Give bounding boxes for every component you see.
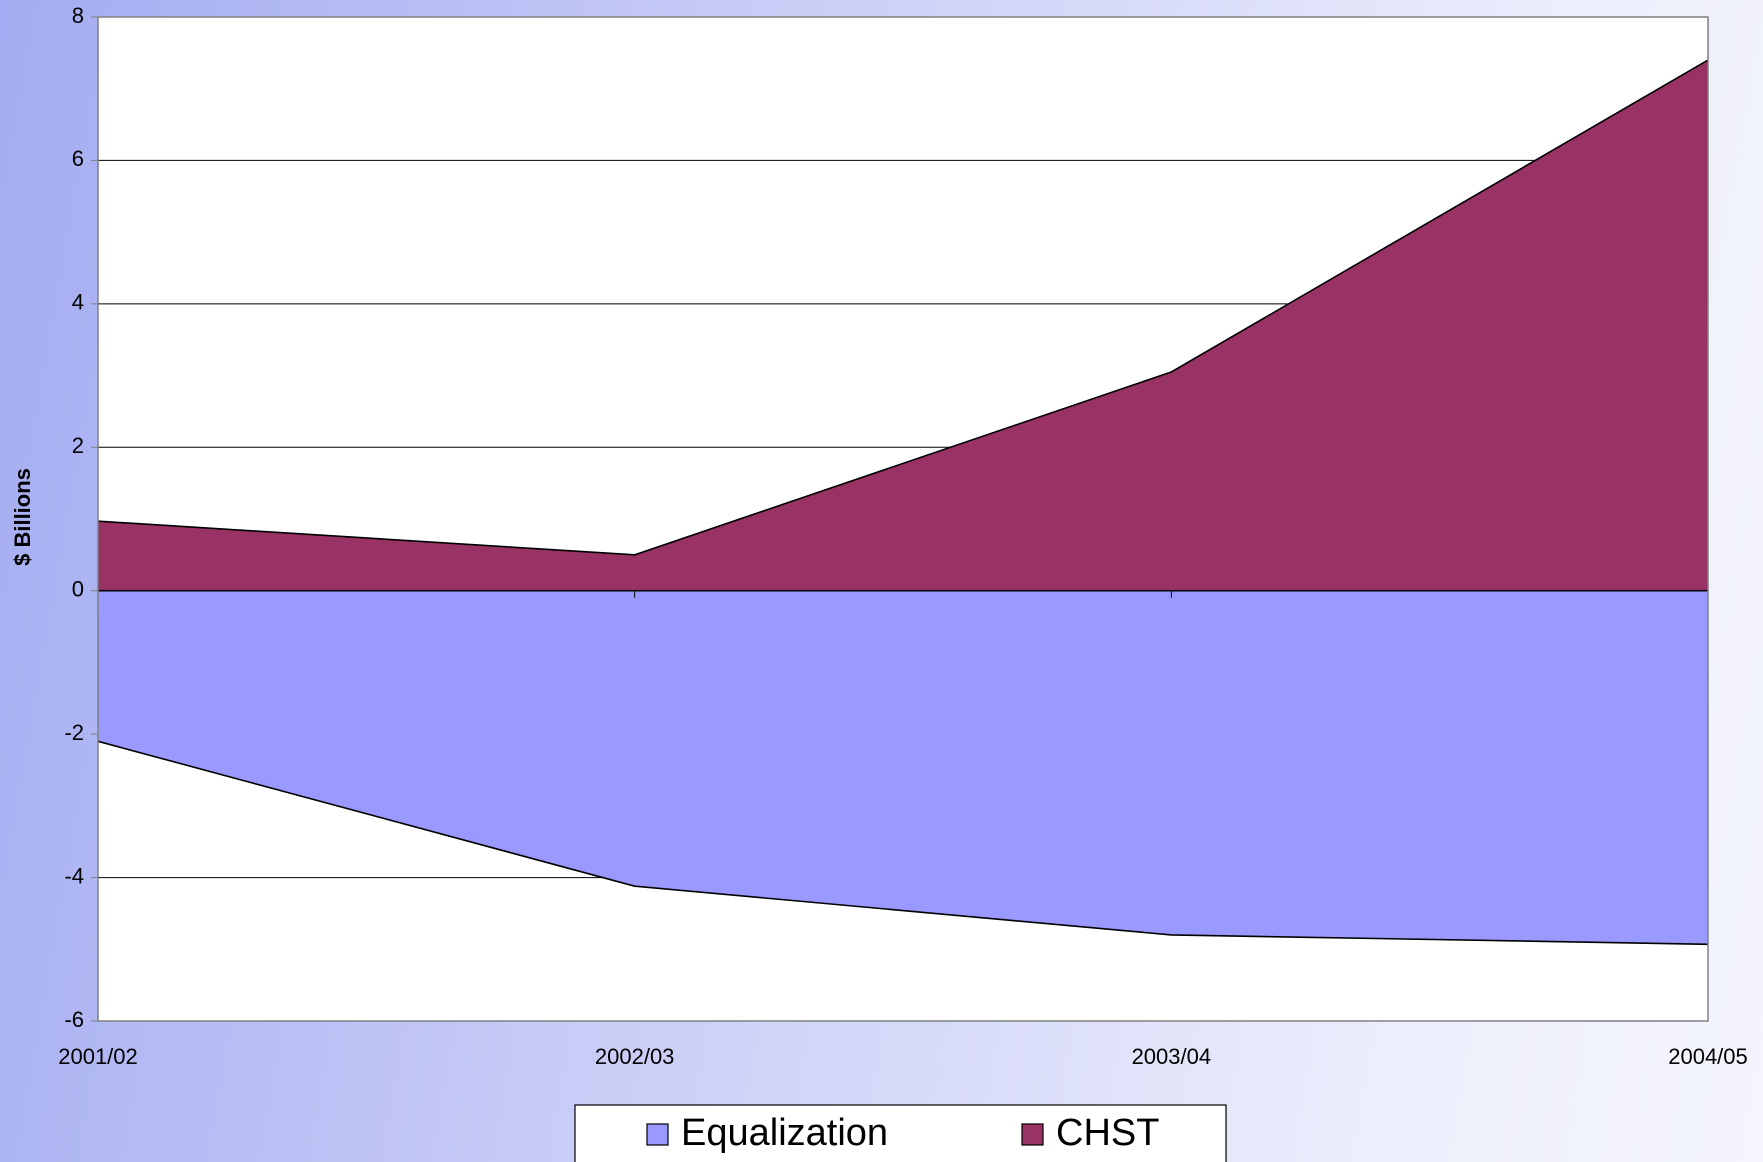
plot-border	[97, 16, 1709, 1022]
y-tick-label: -4	[64, 863, 84, 888]
y-tick-label: 2	[72, 433, 84, 458]
x-tick-label: 2002/03	[595, 1044, 675, 1069]
area-line	[97, 59, 1709, 556]
x-tick-label: 2001/02	[58, 1044, 138, 1069]
legend-label: CHST	[1056, 1112, 1159, 1154]
y-tick-label: -6	[64, 1007, 84, 1032]
area	[98, 590, 1708, 945]
legend-label: Equalization	[681, 1112, 888, 1154]
y-tick-label: -2	[64, 720, 84, 745]
y-tick-label: 8	[72, 3, 84, 28]
y-axis-label: $ Billions	[10, 468, 35, 566]
y-tick-label: 0	[72, 577, 84, 602]
area-line	[97, 740, 1709, 946]
y-tick-label: 4	[72, 290, 84, 315]
area	[98, 60, 1708, 591]
legend-swatch	[1021, 1123, 1044, 1146]
y-tick-label: 6	[72, 146, 84, 171]
x-tick-label: 2003/04	[1132, 1044, 1212, 1069]
x-tick-label: 2004/05	[1668, 1044, 1748, 1069]
legend	[574, 1104, 1227, 1162]
legend-swatch	[646, 1123, 669, 1146]
